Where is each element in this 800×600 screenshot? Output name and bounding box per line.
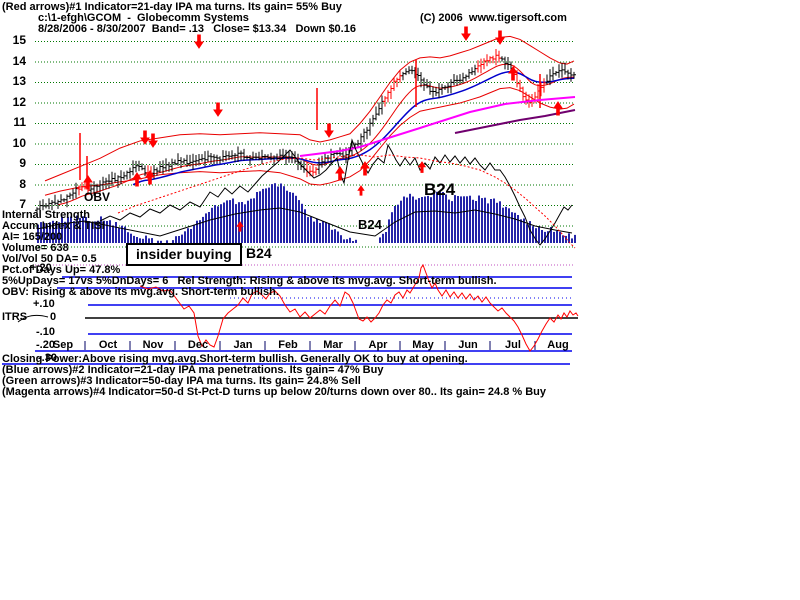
price-tick-14: 14 <box>12 54 26 68</box>
month-sep: Sep <box>52 339 74 351</box>
signal-line-red: (Red arrows)#1 Indicator=21-day IPA ma t… <box>2 1 342 13</box>
itrs-minus10-label: -.10 <box>36 326 55 338</box>
month-jun: Jun <box>458 339 478 351</box>
itrs-plus10-label: +.10 <box>33 298 55 310</box>
accum-index-label: Accum Index & TISI <box>2 220 105 232</box>
month-feb: Feb <box>278 339 298 351</box>
price-tick-12: 12 <box>12 95 26 109</box>
internal-strength-label: Internal Strength <box>2 209 91 221</box>
insider-buying-box: insider buying <box>126 243 242 266</box>
itrs-minus20-label: -.20 <box>36 339 55 351</box>
month-apr: Apr <box>368 339 388 351</box>
b24-label-mid: B24 <box>358 217 382 232</box>
month-dec: Dec <box>187 339 209 351</box>
month-mar: Mar <box>323 339 343 351</box>
closing-power-status: Closing Power:Above rising mvg.avg.Short… <box>2 353 468 365</box>
month-jul: Jul <box>505 339 521 351</box>
updays-relstrength-label: 5%UpDays= 17vs 5%DnDays= 6 Rel Strength:… <box>2 275 497 287</box>
ai-value-label: AI= 165/200 <box>2 231 63 243</box>
signal-line-green: (Green arrows)#3 Indicator=50-day IPA ma… <box>2 375 361 387</box>
vol-ratio-label: Vol/Vol 50 DA= 0.5 <box>2 253 97 265</box>
itrs-minus30-label: -.30 <box>38 352 57 364</box>
price-tick-7: 7 <box>19 197 26 211</box>
file-path-title: c:\1-efgh\GCOM - Globecomm Systems <box>38 12 249 24</box>
copyright-label: (C) 2006 www.tigersoft.com <box>420 12 567 24</box>
itrs-name-label: ITRS <box>2 311 28 323</box>
b24-label-big: B24 <box>424 180 456 199</box>
b24-label-small: B24 <box>246 245 272 261</box>
month-jan: Jan <box>233 339 253 351</box>
obv-status-label: OBV: Rising & above its mvg.avg. Short-t… <box>2 286 279 298</box>
price-tick-13: 13 <box>12 74 26 88</box>
signal-line-blue: (Blue arrows)#2 Indicator=21-day IPA ma … <box>2 364 384 376</box>
obv-label: OBV <box>84 190 111 204</box>
price-tick-8: 8 <box>19 177 26 191</box>
date-range-close-label: 8/28/2006 - 8/30/2007 Band= .13 Close= $… <box>38 23 356 35</box>
price-tick-9: 9 <box>19 156 26 170</box>
month-may: May <box>412 339 434 351</box>
price-tick-15: 15 <box>12 33 26 47</box>
month-aug: Aug <box>547 339 569 351</box>
volume-label: Volume= 638 <box>2 242 69 254</box>
month-oct: Oct <box>98 339 118 351</box>
signal-line-magenta: (Magenta arrows)#4 Indicator=50-d St-Pct… <box>2 386 547 398</box>
month-nov: Nov <box>142 339 164 351</box>
itrs-zero-label: 0 <box>50 311 57 323</box>
itrs-plus20-label: +.20 <box>30 262 52 274</box>
pct-days-up-label: Pct.of Days Up= 47.8% <box>2 264 121 276</box>
price-tick-10: 10 <box>12 136 26 150</box>
price-tick-11: 11 <box>13 115 26 129</box>
